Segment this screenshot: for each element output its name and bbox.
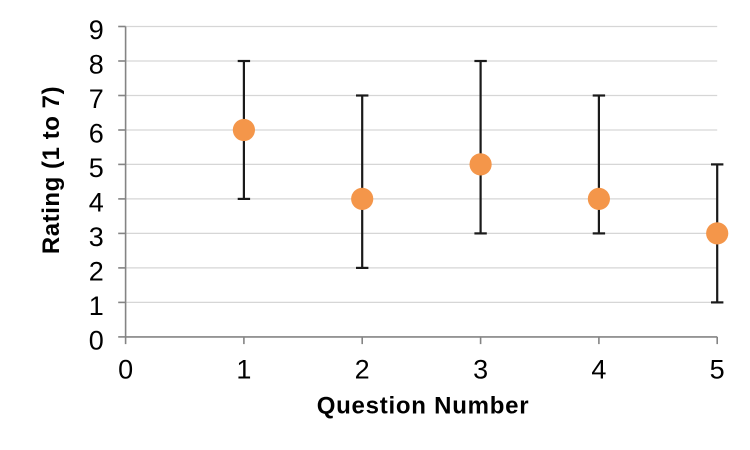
svg-text:3: 3 — [89, 222, 104, 252]
svg-text:0: 0 — [89, 325, 104, 355]
svg-text:1: 1 — [236, 355, 251, 385]
svg-text:0: 0 — [118, 355, 133, 385]
svg-text:8: 8 — [89, 49, 104, 79]
svg-text:6: 6 — [89, 118, 104, 148]
svg-text:1: 1 — [89, 291, 104, 321]
svg-text:4: 4 — [591, 355, 606, 385]
svg-text:5: 5 — [89, 153, 104, 183]
svg-text:5: 5 — [710, 355, 725, 385]
svg-text:2: 2 — [355, 355, 370, 385]
svg-text:4: 4 — [89, 187, 104, 217]
svg-text:Question Number: Question Number — [317, 393, 530, 420]
svg-text:7: 7 — [89, 84, 104, 114]
svg-text:9: 9 — [89, 15, 104, 45]
svg-text:Rating (1 to 7): Rating (1 to 7) — [38, 86, 65, 254]
svg-text:2: 2 — [89, 256, 104, 286]
svg-text:3: 3 — [473, 355, 488, 385]
